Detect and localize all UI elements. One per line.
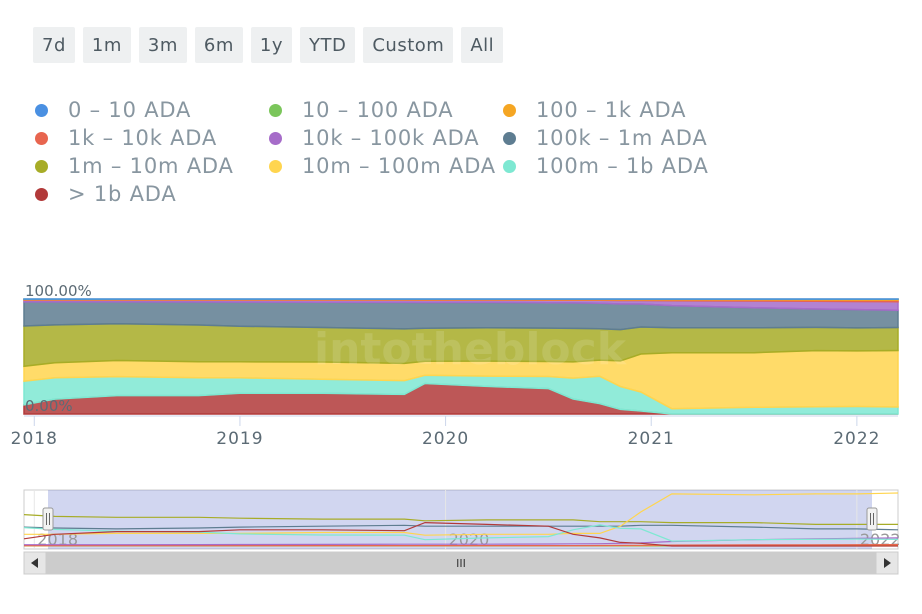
legend-dot-icon	[35, 103, 48, 117]
legend-dot-icon	[35, 131, 48, 145]
legend-dot-icon	[269, 131, 282, 145]
legend-item[interactable]: 10k – 100k ADA	[269, 126, 503, 150]
legend-dot-icon	[35, 159, 48, 173]
navigator-handle[interactable]	[42, 507, 54, 531]
legend-label: 0 – 10 ADA	[68, 98, 192, 122]
navigator-series-line	[24, 544, 899, 547]
x-tick-label: 2020	[422, 429, 469, 449]
range-3m-button[interactable]: 3m	[138, 27, 187, 63]
legend-item[interactable]: 100k – 1m ADA	[503, 126, 723, 150]
legend-item[interactable]: 100m – 1b ADA	[503, 154, 723, 178]
navigator-series-line	[23, 514, 898, 525]
legend-item[interactable]: 10 – 100 ADA	[269, 98, 503, 122]
legend-dot-icon	[269, 103, 282, 117]
legend-item[interactable]: 100 – 1k ADA	[503, 98, 723, 122]
range-custom-button[interactable]: Custom	[363, 27, 454, 63]
legend-item[interactable]: > 1b ADA	[35, 182, 269, 206]
chart-legend: 0 – 10 ADA 10 – 100 ADA 100 – 1k ADA 1k – 1…	[35, 98, 723, 206]
scrollbar-thumb[interactable]	[46, 552, 876, 574]
scrollbar-grip: III	[456, 557, 466, 570]
x-tick-label: 2018	[11, 429, 58, 449]
legend-dot-icon	[503, 131, 516, 145]
x-tick-label: 2019	[216, 429, 263, 449]
legend-dot-icon	[269, 159, 282, 173]
range-6m-button[interactable]: 6m	[194, 27, 243, 63]
range-1m-button[interactable]: 1m	[82, 27, 131, 63]
legend-item[interactable]: 1k – 10k ADA	[35, 126, 269, 150]
legend-label: 100k – 1m ADA	[536, 126, 708, 150]
navigator-handle[interactable]	[866, 507, 878, 531]
legend-dot-icon	[35, 187, 48, 201]
y-axis-top-label: 100.00%	[25, 282, 92, 300]
arrow-right-icon	[884, 558, 891, 568]
range-1y-button[interactable]: 1y	[250, 27, 292, 63]
legend-label: 1m – 10m ADA	[68, 154, 234, 178]
x-tick-label: 2021	[628, 429, 675, 449]
legend-label: 10 – 100 ADA	[302, 98, 454, 122]
legend-label: > 1b ADA	[68, 182, 177, 206]
legend-label: 10m – 100m ADA	[302, 154, 496, 178]
legend-item[interactable]: 0 – 10 ADA	[35, 98, 269, 122]
navigator-series-line	[23, 521, 898, 547]
legend-item[interactable]: 1m – 10m ADA	[35, 154, 269, 178]
range-ytd-button[interactable]: YTD	[300, 27, 356, 63]
legend-label: 10k – 100k ADA	[302, 126, 480, 150]
range-all-button[interactable]: All	[461, 27, 504, 63]
y-axis-bottom-label: 0.00%	[25, 397, 73, 415]
x-tick-label: 2022	[833, 429, 880, 449]
legend-dot-icon	[503, 159, 516, 173]
legend-label: 100m – 1b ADA	[536, 154, 709, 178]
range-7d-button[interactable]: 7d	[33, 27, 75, 63]
range-selector: 7d 1m 3m 6m 1y YTD Custom All	[33, 27, 504, 63]
legend-label: 1k – 10k ADA	[68, 126, 218, 150]
legend-label: 100 – 1k ADA	[536, 98, 687, 122]
legend-item[interactable]: 10m – 100m ADA	[269, 154, 503, 178]
watermark-text: intotheblock	[314, 324, 628, 375]
navigator-series-line	[24, 492, 899, 536]
legend-dot-icon	[503, 103, 516, 117]
arrow-left-icon	[31, 558, 38, 568]
